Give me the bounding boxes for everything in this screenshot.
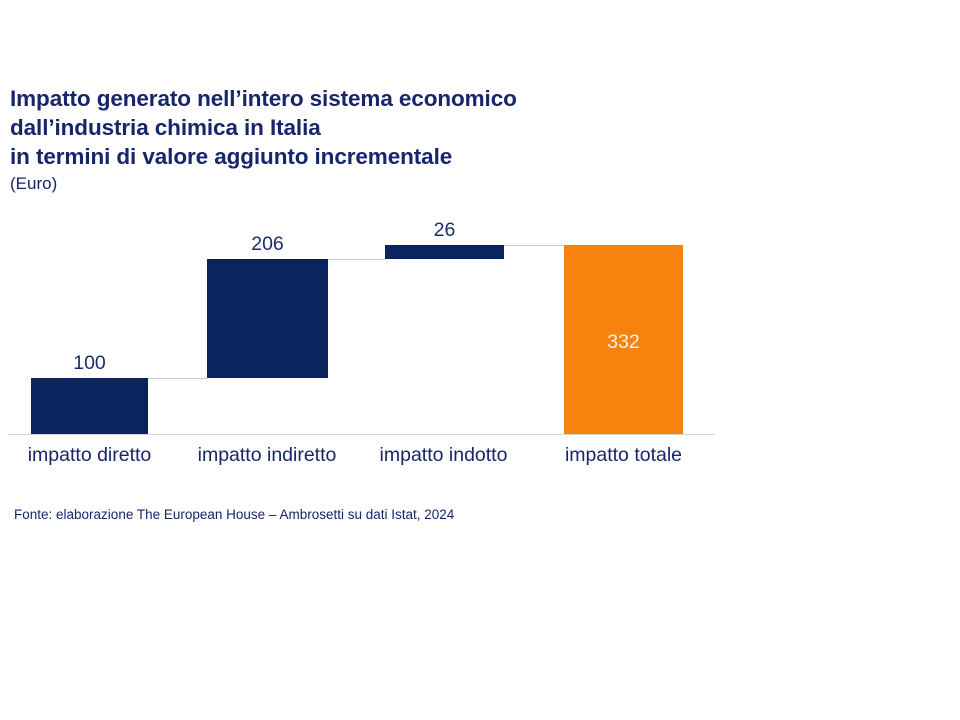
bar-impatto-indiretto[interactable]: [207, 259, 328, 378]
value-label-impatto-indotto: 26: [433, 219, 456, 241]
value-label-impatto-totale: 332: [607, 331, 640, 353]
value-label-impatto-diretto: 100: [73, 352, 106, 374]
value-label-impatto-indiretto: 206: [251, 233, 284, 255]
source-note: Fonte: elaborazione The European House –…: [14, 507, 455, 522]
bar-impatto-totale[interactable]: [564, 245, 683, 434]
chart-title-block: Impatto generato nell’intero sistema eco…: [10, 84, 910, 196]
chart-title-line-3: in termini di valore aggiunto incrementa…: [10, 144, 453, 169]
connector-2: [328, 259, 385, 260]
chart-title-line-2: dall’industria chimica in Italia: [10, 115, 321, 140]
connector-1: [148, 378, 207, 379]
chart-unit-label: (Euro): [10, 174, 58, 193]
category-label-impatto-indotto: impatto indotto: [379, 444, 508, 466]
connector-3: [504, 245, 564, 246]
chart-title-line-1: Impatto generato nell’intero sistema eco…: [10, 86, 517, 111]
plot-area: 100 206 26 332 impatto diretto impatto indir…: [8, 219, 715, 466]
bar-impatto-indotto[interactable]: [385, 245, 504, 259]
bar-impatto-diretto[interactable]: [31, 378, 148, 434]
category-label-impatto-indiretto: impatto indiretto: [197, 444, 337, 466]
category-axis-line: [8, 434, 715, 435]
category-label-impatto-totale: impatto totale: [564, 444, 683, 466]
category-label-impatto-diretto: impatto diretto: [27, 444, 152, 466]
